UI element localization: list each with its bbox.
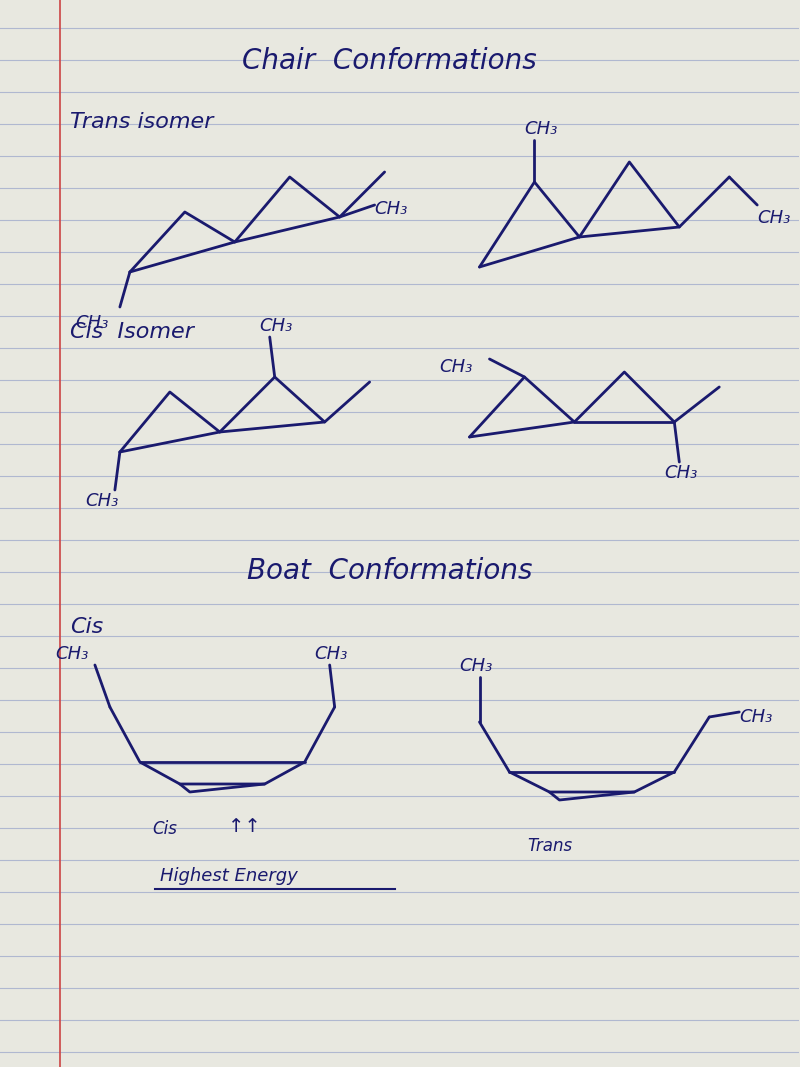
Text: Cis  Isomer: Cis Isomer: [70, 322, 194, 343]
Text: Boat  Conformations: Boat Conformations: [247, 557, 532, 585]
Text: CH₃: CH₃: [85, 492, 118, 510]
Text: CH₃: CH₃: [439, 359, 473, 376]
Text: Trans: Trans: [527, 837, 572, 855]
Text: CH₃: CH₃: [75, 314, 108, 332]
Text: CH₃: CH₃: [525, 120, 558, 138]
Text: CH₃: CH₃: [739, 708, 773, 726]
Text: Trans isomer: Trans isomer: [70, 112, 214, 132]
Text: CH₃: CH₃: [664, 464, 698, 482]
Text: CH₃: CH₃: [374, 200, 408, 218]
Text: CH₃: CH₃: [314, 644, 348, 663]
Text: CH₃: CH₃: [758, 209, 790, 227]
Text: Cis: Cis: [70, 617, 103, 637]
Text: ↑↑: ↑↑: [228, 817, 261, 837]
Text: CH₃: CH₃: [55, 644, 88, 663]
Text: Highest Energy: Highest Energy: [160, 867, 298, 885]
Text: CH₃: CH₃: [459, 657, 493, 675]
Text: Chair  Conformations: Chair Conformations: [242, 47, 537, 75]
Text: Cis: Cis: [152, 821, 178, 838]
Text: CH₃: CH₃: [260, 317, 293, 335]
